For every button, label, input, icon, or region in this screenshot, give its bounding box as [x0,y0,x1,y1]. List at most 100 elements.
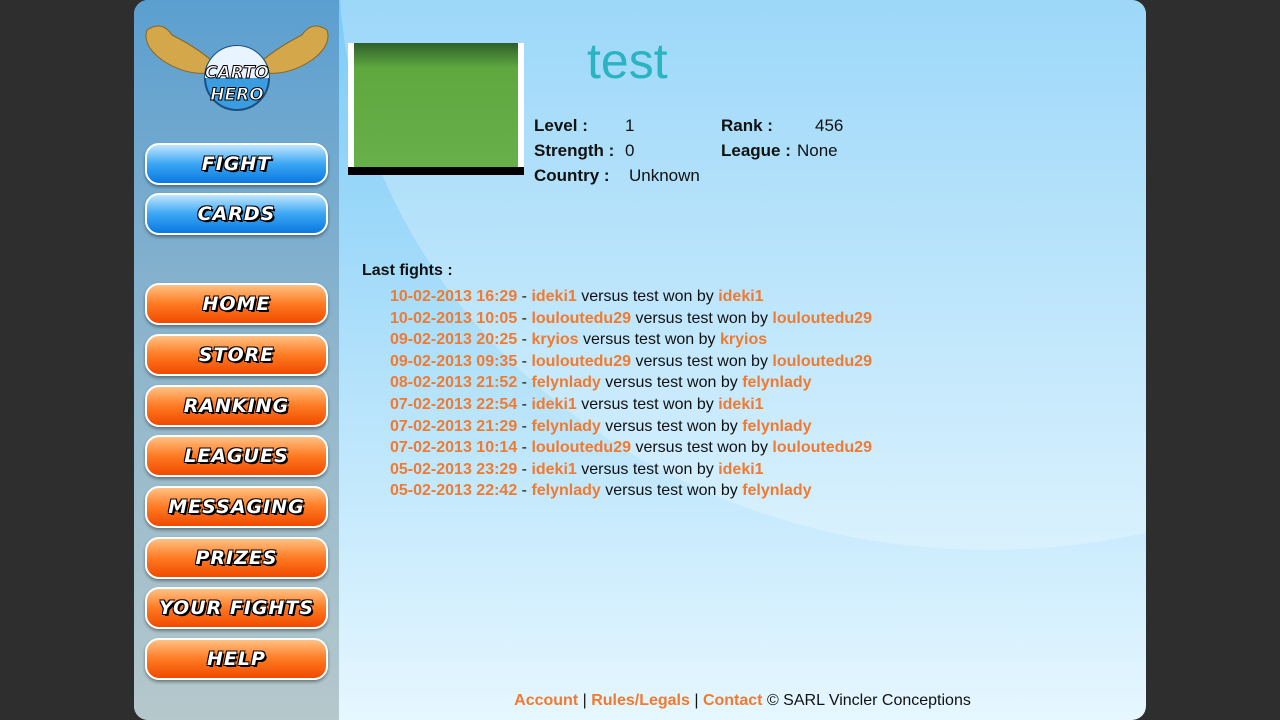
fighter-link[interactable]: felynlady [531,417,601,435]
nav-help-button[interactable]: HELP [145,638,328,680]
fight-date[interactable]: 10-02-2013 10:05 [390,309,518,327]
fight-date[interactable]: 09-02-2013 09:35 [390,352,518,370]
hero-fight-thumbnail[interactable] [348,43,524,175]
winner-link[interactable]: louloutedu29 [772,439,872,457]
country-value: Unknown [629,166,700,185]
contact-link[interactable]: Contact [702,692,763,709]
fight-date[interactable]: 10-02-2013 16:29 [390,288,518,305]
fight-row: 05-02-2013 23:29 - ideki1 versus test wo… [390,459,872,481]
last-fights-heading: Last fights : [362,262,453,279]
fighter-link[interactable]: kryios [531,331,579,349]
fight-date[interactable]: 07-02-2013 21:29 [390,417,518,435]
rank-label: Rank : [721,116,773,135]
winner-link[interactable]: ideki1 [718,460,764,478]
fight-row: 10-02-2013 16:29 - ideki1 versus test wo… [390,286,872,308]
versus: versus [600,374,657,392]
nav-ranking-button[interactable]: RANKING [145,385,328,427]
won-by: won by [712,309,773,327]
strength-value: 0 [625,141,635,160]
fight-row: 09-02-2013 20:25 - kryios versus test wo… [390,329,872,351]
winner-link[interactable]: louloutedu29 [772,352,872,370]
nav-messaging-button[interactable]: MESSAGING [145,486,328,528]
rank-value: 456 [815,116,844,135]
fight-date[interactable]: 09-02-2013 20:25 [390,331,518,349]
versus: versus [600,482,657,500]
versus: versus [578,331,635,349]
strength-label: Strength : [534,141,615,160]
won-by: won by [682,417,743,435]
fighter-link[interactable]: felynlady [531,374,601,392]
fight-row: 09-02-2013 09:35 - louloutedu29 versus t… [390,351,872,373]
opponent: test [656,417,683,435]
rules-link[interactable]: Rules/Legals [591,692,690,709]
fight-date[interactable]: 07-02-2013 10:14 [390,439,518,457]
winner-link[interactable]: felynlady [742,374,812,392]
fighter-link[interactable]: ideki1 [531,288,577,305]
opponent: test [632,460,659,478]
fights-list: 10-02-2013 16:29 - ideki1 versus test wo… [390,286,872,502]
level-value: 1 [625,116,635,135]
opponent: test [632,288,659,305]
versus: versus [631,352,688,370]
won-by: won by [658,395,719,413]
opponent: test [632,395,659,413]
svg-text:HERO: HERO [210,85,263,105]
sep: - [517,460,532,478]
fighter-link[interactable]: louloutedu29 [531,439,631,457]
versus: versus [631,309,688,327]
winner-link[interactable]: kryios [719,331,768,349]
winner-link[interactable]: felynlady [742,482,812,500]
versus: versus [631,439,688,457]
fighter-link[interactable]: louloutedu29 [531,309,631,327]
nav-cards-button[interactable]: CARDS [145,193,328,235]
nav-prizes-button[interactable]: PRIZES [145,537,328,579]
nav-leagues-button[interactable]: LEAGUES [145,435,328,477]
carto-hero-logo[interactable]: CARTO HERO [142,20,332,120]
sep: - [517,374,532,392]
opponent: test [656,482,683,500]
nav-store-button[interactable]: STORE [145,334,328,376]
winner-link[interactable]: ideki1 [718,395,764,413]
footer-sep: | [578,692,592,709]
app-frame: CARTO HERO FIGHT CARDS HOME STORE RANKIN… [134,0,1146,720]
fighter-link[interactable]: felynlady [531,482,601,500]
opponent: test [634,331,661,349]
won-by: won by [682,374,743,392]
winner-link[interactable]: felynlady [742,417,812,435]
won-by: won by [682,482,743,500]
fight-row: 05-02-2013 22:42 - felynlady versus test… [390,480,872,502]
winner-link[interactable]: ideki1 [718,288,764,305]
opponent: test [687,352,713,370]
nav-home-button[interactable]: HOME [145,283,328,325]
sep: - [517,352,532,370]
sep: - [517,395,532,413]
player-name: test [587,33,668,89]
fighter-link[interactable]: louloutedu29 [531,352,631,370]
sep: - [517,309,532,327]
won-by: won by [660,331,720,349]
nav-fight-button[interactable]: FIGHT [145,143,328,185]
fight-date[interactable]: 07-02-2013 22:54 [390,395,518,413]
versus: versus [576,395,633,413]
level-label: Level : [534,116,588,135]
fight-row: 07-02-2013 22:54 - ideki1 versus test wo… [390,394,872,416]
fighter-link[interactable]: ideki1 [531,460,577,478]
opponent: test [687,439,713,457]
fighter-link[interactable]: ideki1 [531,395,577,413]
sep: - [517,331,532,349]
account-link[interactable]: Account [514,692,579,709]
fight-date[interactable]: 05-02-2013 23:29 [390,460,518,478]
fight-date[interactable]: 05-02-2013 22:42 [390,482,518,500]
league-value: None [797,141,838,160]
nav-your-fights-button[interactable]: YOUR FIGHTS [145,587,328,629]
winner-link[interactable]: louloutedu29 [772,309,872,327]
opponent: test [687,309,713,327]
won-by: won by [658,460,719,478]
main-content: test Level : 1 Rank : 456 Strength : 0 L… [339,0,1146,720]
svg-text:CARTO: CARTO [205,63,269,83]
footer: Account | Rules/Legals | Contact © SARL … [339,692,1146,710]
opponent: test [656,374,683,392]
league-label: League : [721,141,791,160]
fight-date[interactable]: 08-02-2013 21:52 [390,374,518,392]
sep: - [517,482,532,500]
